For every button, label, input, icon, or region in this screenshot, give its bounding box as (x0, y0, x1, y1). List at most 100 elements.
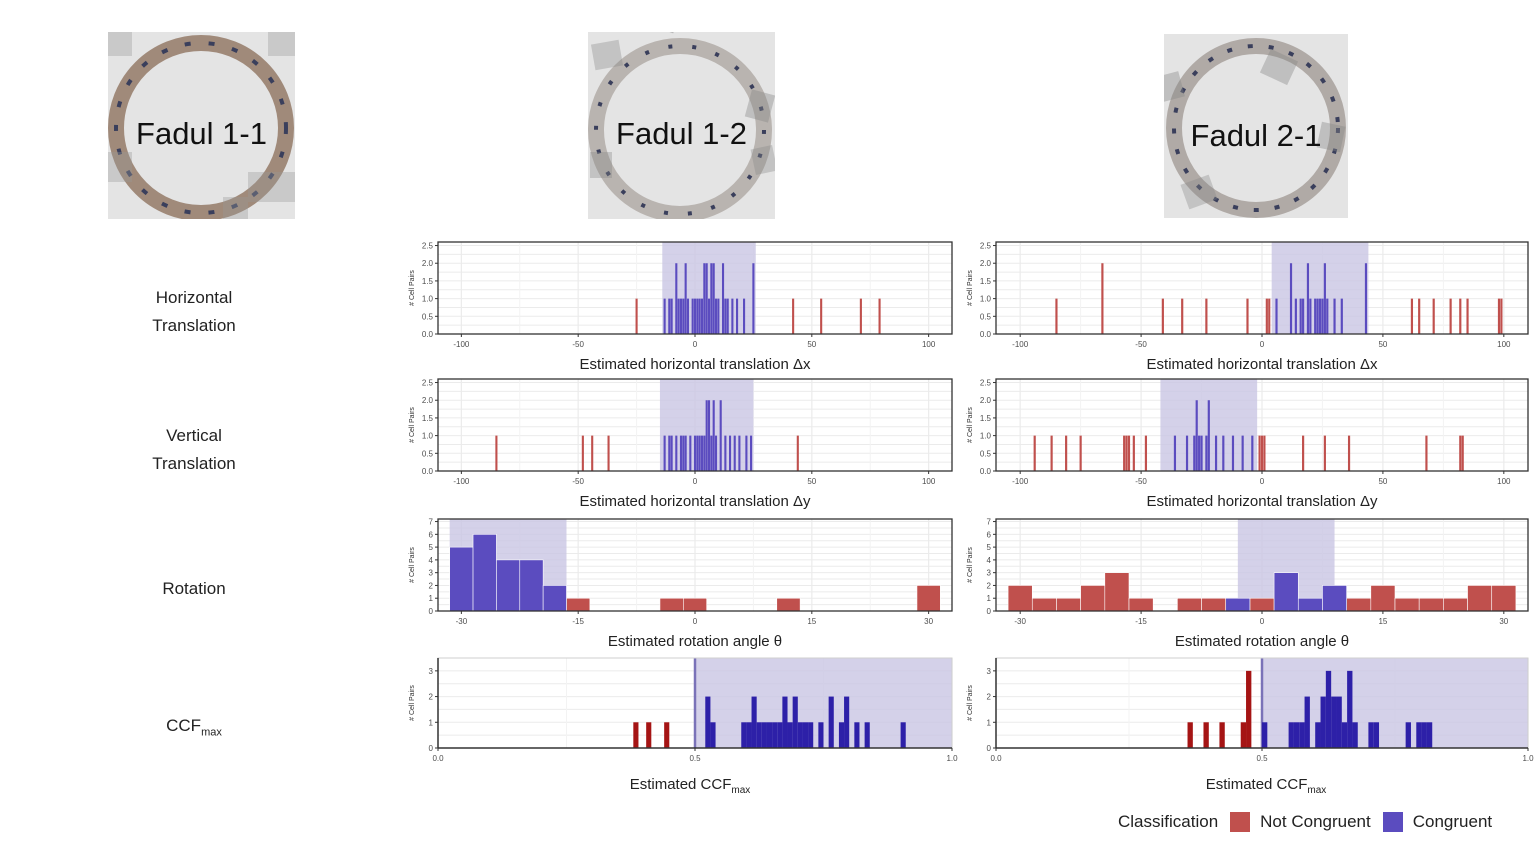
x-tick-label: 50 (1378, 340, 1387, 349)
y-axis-label: # Cell Pairs (967, 270, 974, 306)
congruent-bar (1214, 435, 1218, 471)
ccf-xlabel-left: Estimated CCFmax (590, 776, 790, 796)
y-axis-label: # Cell Pairs (967, 547, 974, 583)
y-tick-label: 1.5 (422, 277, 434, 286)
not-congruent-bar (1268, 298, 1271, 334)
x-tick-label: 0 (693, 477, 698, 486)
congruent-bar (741, 722, 747, 748)
y-tick-label: 2.0 (422, 259, 434, 268)
not-congruent-bar (1302, 435, 1305, 471)
y-axis-label: # Cell Pairs (409, 270, 416, 306)
congruent-bar (745, 435, 748, 471)
row-label-line: Vertical (166, 426, 222, 445)
y-tick-label: 3 (429, 667, 434, 676)
congruent-bar (802, 722, 809, 748)
congruent-bar (1262, 722, 1268, 748)
ccf-xlabel-sub: max (731, 785, 751, 796)
congruent-bar (1275, 298, 1278, 334)
congruent-bar (1352, 722, 1358, 748)
congruent-bar (797, 722, 803, 748)
row-label-line: Translation (152, 316, 236, 335)
not-congruent-bar (1033, 435, 1036, 471)
x-tick-label: 0 (1260, 477, 1265, 486)
not-congruent-bar (1031, 597, 1057, 612)
congruent-bar (1200, 435, 1203, 471)
congruent-bar (1373, 722, 1380, 748)
y-tick-label: 2.0 (980, 396, 992, 405)
congruent-bar (1293, 722, 1300, 748)
congruent-bar (808, 722, 814, 748)
not-congruent-bar (1144, 435, 1148, 471)
y-tick-label: 4 (987, 556, 992, 565)
congruent-bar (724, 435, 727, 471)
x-tick-label: 100 (922, 340, 936, 349)
not-congruent-bar (1240, 722, 1247, 748)
congruent-bar (496, 559, 521, 612)
y-axis-label: # Cell Pairs (967, 685, 974, 721)
congruent-bar (1273, 572, 1299, 612)
not-congruent-bar (1459, 298, 1462, 334)
not-congruent-bar (607, 435, 610, 471)
x-tick-label: -50 (1135, 340, 1147, 349)
congruent-bar (1304, 696, 1310, 748)
not-congruent-bar (1123, 435, 1126, 471)
congruent-bar (1185, 435, 1189, 471)
row-label-vertical: Vertical Translation (110, 422, 278, 478)
congruent-bar (782, 696, 788, 748)
legend-label: Congruent (1412, 812, 1493, 831)
legend-label: Not Congruent (1260, 812, 1371, 831)
y-tick-label: 2.5 (980, 379, 992, 388)
y-tick-label: 6 (429, 530, 434, 539)
congruent-bar (714, 435, 718, 471)
congruent-bar (700, 298, 704, 334)
x-tick-label: 1.0 (946, 754, 958, 763)
congruent-bar (696, 298, 699, 334)
y-tick-label: 7 (429, 518, 434, 527)
not-congruent-bar (659, 597, 684, 612)
y-tick-label: 3 (987, 569, 992, 578)
congruent-bar (675, 435, 678, 471)
y-axis-label: # Cell Pairs (967, 407, 974, 443)
x-tick-label: 50 (807, 477, 816, 486)
congruent-bar (1241, 435, 1244, 471)
x-tick-label: -100 (453, 477, 470, 486)
x-axis-label: Estimated horizontal translation Δy (1147, 493, 1378, 510)
congruent-bar (746, 722, 752, 748)
chart-rotation-fadul-1-2: 0 1 2 3 4 5 6 7 -30 -15 0 15 30 # Cell Pairs Estimated… (409, 518, 953, 650)
y-tick-label: 0 (429, 607, 434, 616)
not-congruent-bar (1370, 585, 1396, 612)
x-tick-label: 0.5 (689, 754, 701, 763)
not-congruent-bar (1203, 722, 1209, 748)
legend-title: Classification (1118, 812, 1219, 831)
scan-title: Fadul 1-2 (616, 116, 747, 151)
congruent-bar (828, 696, 834, 748)
y-tick-label: 1 (429, 594, 434, 603)
congruent-bar (684, 263, 687, 334)
congruent-bar (705, 400, 708, 471)
not-congruent-bar (1050, 435, 1053, 471)
congruent-bar (663, 298, 666, 334)
not-congruent-bar (633, 722, 639, 748)
congruent-bar (519, 559, 544, 612)
congruent-bar (705, 696, 711, 748)
congruent-bar (1316, 298, 1319, 334)
congruent-bar (743, 298, 746, 334)
congruent-bar (726, 298, 729, 334)
congruent-bar (1195, 400, 1198, 471)
x-tick-label: -100 (453, 340, 470, 349)
congruent-bar (900, 722, 906, 748)
congruent-bar (712, 263, 715, 334)
y-tick-label: 1 (429, 718, 434, 727)
congruent-bar (700, 435, 704, 471)
x-tick-label: 1.0 (1522, 754, 1534, 763)
y-tick-label: 0.0 (422, 330, 434, 339)
y-tick-label: 1.5 (980, 414, 992, 423)
row-label-line: Horizontal (155, 288, 233, 307)
not-congruent-bar (1181, 298, 1184, 334)
not-congruent-bar (878, 298, 881, 334)
x-axis-label: Estimated rotation angle θ (1175, 633, 1349, 650)
x-tick-label: 0 (1260, 340, 1265, 349)
not-congruent-bar (1410, 298, 1414, 334)
congruent-bar (1320, 696, 1326, 748)
x-tick-label: 0 (693, 340, 698, 349)
